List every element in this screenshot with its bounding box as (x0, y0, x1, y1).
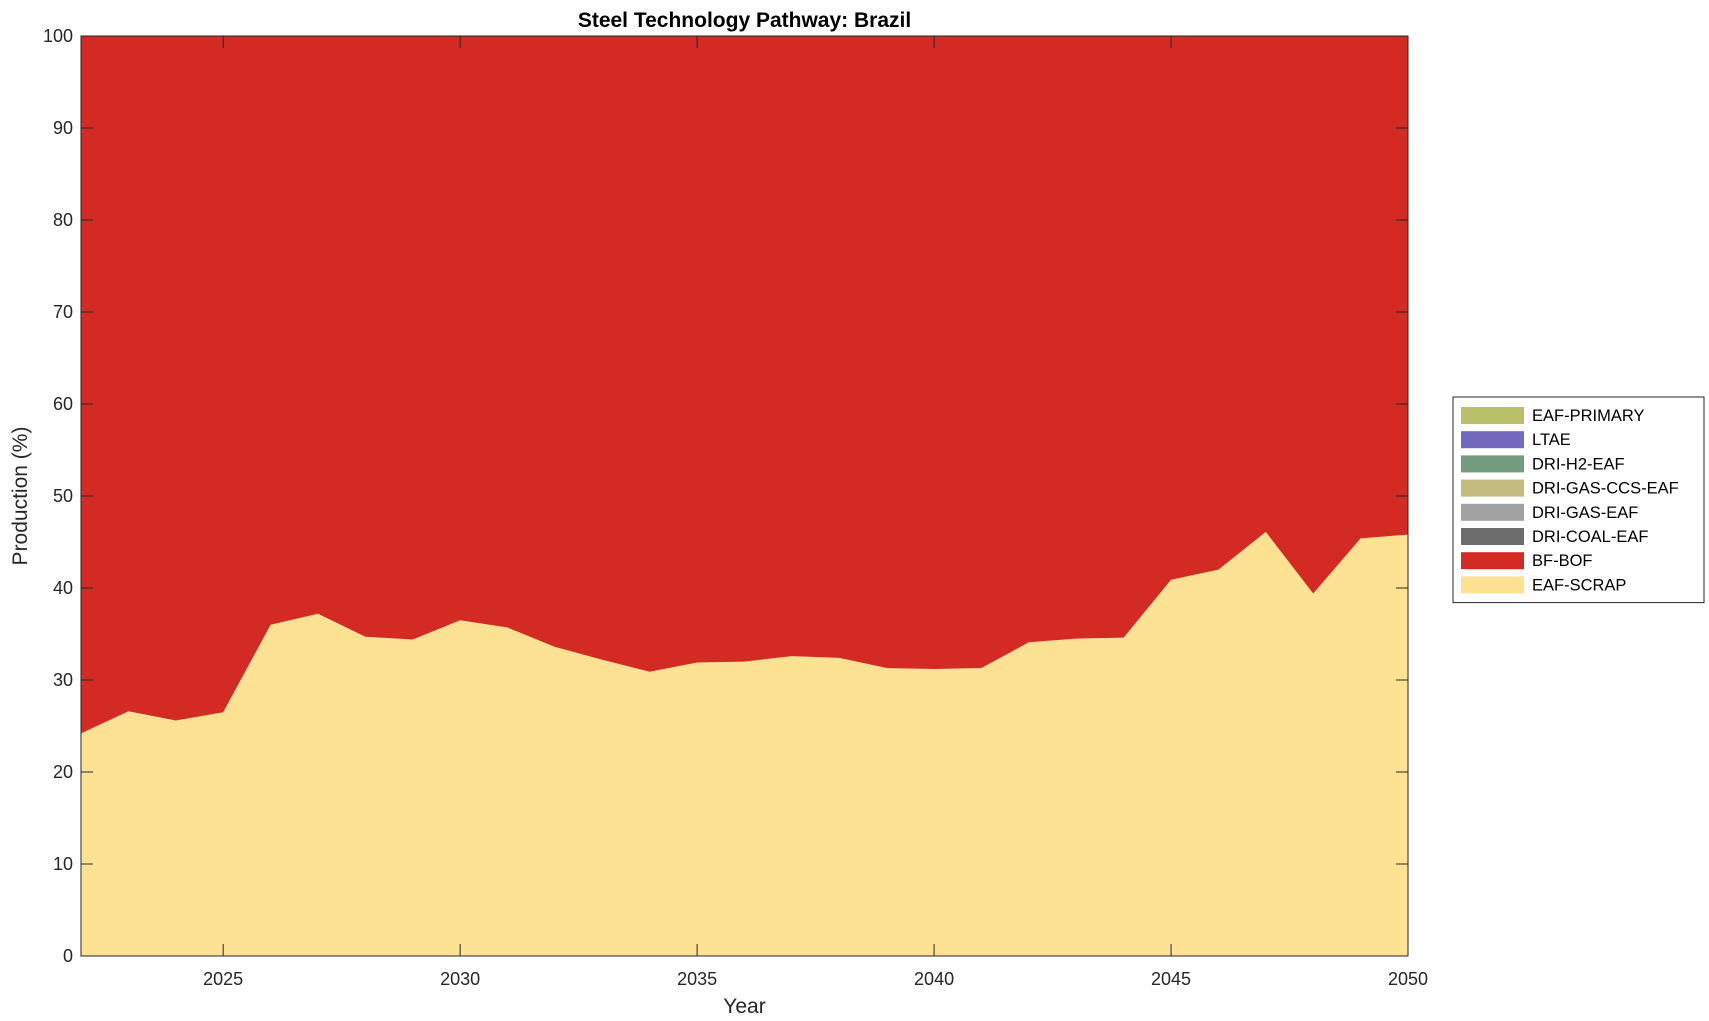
y-tick-label: 50 (53, 486, 73, 506)
y-tick-label: 80 (53, 210, 73, 230)
plot-areas (81, 36, 1408, 956)
y-tick-label: 100 (43, 26, 73, 46)
area-eaf-scrap (81, 531, 1408, 956)
x-tick-label: 2030 (440, 969, 480, 989)
x-tick-label: 2035 (677, 969, 717, 989)
y-axis-title: Production (%) (9, 427, 32, 566)
area-bf-bof (81, 36, 1408, 734)
legend-label-dri-gas-eaf: DRI-GAS-EAF (1532, 504, 1638, 522)
x-tick-label: 2050 (1388, 969, 1428, 989)
y-axis: 0 10 20 30 40 50 60 70 80 90 100 (43, 26, 1408, 966)
legend-swatch-dri-h2-eaf (1461, 455, 1524, 473)
x-axis: 2025 2030 2035 2040 2045 2050 (203, 36, 1428, 989)
y-tick-label: 70 (53, 302, 73, 322)
y-tick-label: 30 (53, 670, 73, 690)
x-tick-label: 2045 (1151, 969, 1191, 989)
legend-box (1452, 396, 1705, 604)
legend-label-dri-gas-ccs-eaf: DRI-GAS-CCS-EAF (1532, 480, 1679, 498)
legend-label-eaf-primary: EAF-PRIMARY (1532, 407, 1644, 425)
legend-swatch-dri-gas-eaf (1461, 503, 1524, 521)
y-tick-label: 90 (53, 118, 73, 138)
legend-swatch-eaf-primary (1461, 407, 1524, 424)
legend-label-eaf-scrap: EAF-SCRAP (1532, 576, 1626, 594)
y-tick-label: 40 (53, 578, 73, 598)
y-tick-label: 10 (53, 854, 73, 874)
legend-swatch-dri-gas-ccs-eaf (1461, 479, 1524, 497)
legend-swatch-dri-coal-eaf (1461, 528, 1524, 545)
x-tick-label: 2040 (914, 969, 954, 989)
y-tick-label: 60 (53, 394, 73, 414)
legend: EAF-PRIMARY LTAE DRI-H2-EAF DRI-GAS-CCS-EAF… (1452, 396, 1705, 604)
legend-label-dri-h2-eaf: DRI-H2-EAF (1532, 455, 1625, 473)
legend-swatch-eaf-scrap (1461, 576, 1524, 594)
y-tick-label: 20 (53, 762, 73, 782)
chart-title: Steel Technology Pathway: Brazil (578, 9, 911, 32)
y-tick-label: 0 (63, 946, 73, 966)
legend-swatch-ltae (1461, 431, 1524, 449)
legend-label-ltae: LTAE (1532, 431, 1571, 449)
legend-label-dri-coal-eaf: DRI-COAL-EAF (1532, 528, 1648, 546)
x-tick-label: 2025 (203, 969, 243, 989)
legend-swatch-bf-bof (1461, 552, 1524, 570)
x-axis-title: Year (723, 995, 765, 1018)
legend-label-bf-bof: BF-BOF (1532, 552, 1593, 570)
